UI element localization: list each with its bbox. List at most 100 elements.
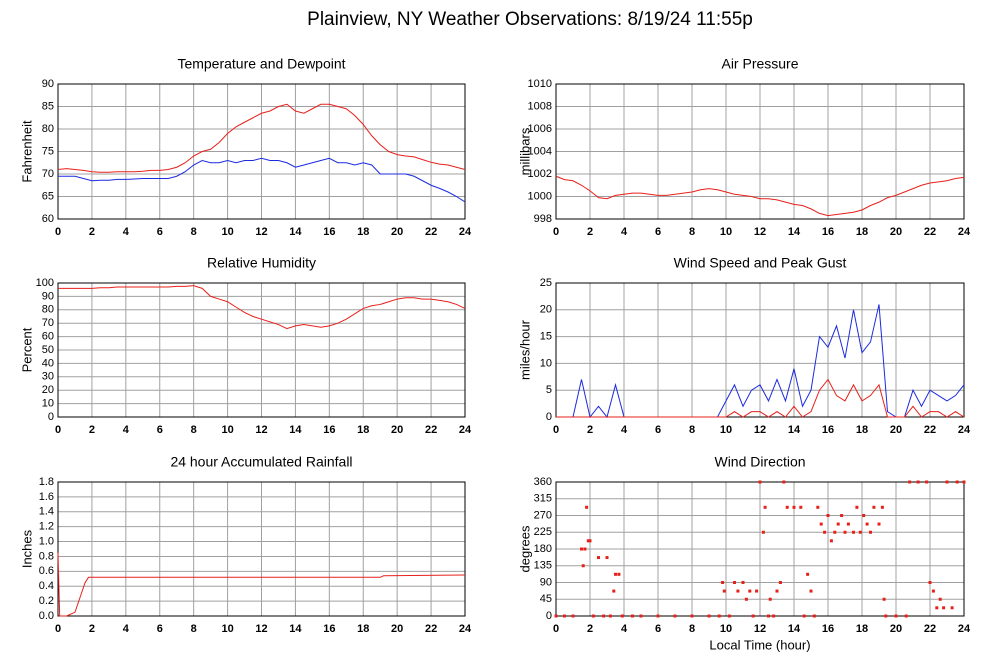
x-tick-label: 20 bbox=[391, 424, 403, 436]
plot-frame bbox=[57, 481, 466, 617]
x-tick-label: 18 bbox=[357, 424, 369, 436]
data-point bbox=[772, 614, 776, 618]
data-point bbox=[721, 581, 725, 584]
x-tick-label: 14 bbox=[289, 424, 302, 436]
data-point bbox=[602, 614, 606, 618]
data-point bbox=[563, 614, 566, 618]
plot-frame bbox=[57, 282, 466, 418]
data-line bbox=[556, 378, 965, 418]
y-tick-label: 315 bbox=[534, 493, 552, 505]
y-tick-label: 25 bbox=[540, 277, 552, 289]
data-point bbox=[597, 556, 600, 560]
y-tick-label: 30 bbox=[42, 371, 54, 383]
y-tick-label: 15 bbox=[540, 331, 552, 343]
data-point bbox=[775, 589, 779, 593]
x-tick-label: 20 bbox=[890, 623, 902, 635]
x-tick-label: 6 bbox=[655, 623, 661, 635]
x-tick-label: 16 bbox=[822, 226, 834, 238]
y-tick-label: 40 bbox=[42, 357, 54, 369]
x-tick-label: 24 bbox=[958, 623, 971, 635]
data-point bbox=[608, 614, 612, 618]
data-point bbox=[571, 614, 575, 618]
y-tick-label: 5 bbox=[546, 384, 552, 396]
data-point bbox=[785, 505, 789, 509]
x-tick-label: 22 bbox=[924, 226, 936, 238]
data-point bbox=[836, 522, 840, 526]
y-tick-label: 65 bbox=[42, 190, 54, 202]
y-tick-label: 1.2 bbox=[39, 521, 54, 533]
x-tick-label: 0 bbox=[55, 226, 61, 238]
x-tick-label: 0 bbox=[553, 226, 559, 238]
data-point bbox=[826, 514, 830, 517]
data-point bbox=[782, 480, 786, 484]
data-point bbox=[869, 530, 872, 534]
x-tick-label: 10 bbox=[720, 623, 732, 635]
x-tick-label: 24 bbox=[459, 226, 472, 238]
y-tick-label: 0.2 bbox=[39, 595, 54, 607]
x-tick-label: 6 bbox=[157, 424, 163, 436]
x-tick-label: 12 bbox=[754, 623, 766, 635]
data-point bbox=[612, 589, 616, 593]
data-point bbox=[617, 572, 621, 576]
x-tick-label: 10 bbox=[720, 226, 732, 238]
x-tick-label: 24 bbox=[958, 424, 971, 436]
data-point bbox=[877, 522, 881, 526]
x-tick-label: 18 bbox=[856, 623, 868, 635]
data-point bbox=[862, 514, 866, 517]
x-tick-label: 0 bbox=[55, 623, 61, 635]
y-tick-label: 1008 bbox=[528, 100, 552, 112]
x-tick-label: 16 bbox=[323, 424, 335, 436]
x-tick-label: 14 bbox=[788, 226, 801, 238]
data-point bbox=[806, 572, 810, 576]
x-tick-label: 8 bbox=[689, 226, 695, 238]
panel-title: Temperature and Dewpoint bbox=[177, 56, 345, 72]
data-point bbox=[916, 480, 920, 484]
data-point bbox=[840, 514, 844, 517]
data-point bbox=[755, 589, 759, 593]
x-tick-label: 16 bbox=[323, 226, 335, 238]
panel-title: Wind Speed and Peak Gust bbox=[674, 255, 847, 271]
y-tick-label: 0.4 bbox=[39, 580, 54, 592]
data-point bbox=[583, 547, 587, 551]
y-tick-label: 80 bbox=[42, 123, 54, 135]
y-tick-label: 20 bbox=[540, 304, 552, 316]
y-tick-label: 998 bbox=[534, 213, 552, 225]
y-axis-label: degrees bbox=[517, 525, 532, 572]
data-point bbox=[950, 606, 954, 610]
x-tick-label: 18 bbox=[856, 424, 868, 436]
y-tick-label: 1.8 bbox=[39, 476, 54, 488]
data-point bbox=[908, 480, 912, 484]
y-tick-label: 90 bbox=[42, 290, 54, 302]
data-point bbox=[690, 614, 694, 618]
plot-frame bbox=[57, 83, 466, 220]
data-point bbox=[882, 597, 886, 601]
data-point bbox=[816, 505, 820, 509]
x-tick-label: 2 bbox=[587, 226, 593, 238]
x-tick-label: 4 bbox=[123, 226, 130, 238]
data-point bbox=[586, 539, 590, 543]
data-point bbox=[962, 480, 966, 484]
y-tick-label: 90 bbox=[42, 78, 54, 90]
data-point bbox=[761, 530, 765, 534]
x-tick-label: 12 bbox=[255, 424, 267, 436]
x-tick-label: 12 bbox=[255, 226, 267, 238]
y-tick-label: 1.0 bbox=[39, 535, 54, 547]
data-point bbox=[935, 606, 939, 610]
x-tick-label: 0 bbox=[553, 424, 559, 436]
data-point bbox=[925, 480, 929, 484]
data-point bbox=[843, 530, 847, 534]
x-tick-label: 22 bbox=[425, 623, 437, 635]
data-point bbox=[894, 614, 898, 618]
x-tick-label: 2 bbox=[89, 226, 95, 238]
x-tick-label: 10 bbox=[221, 226, 233, 238]
data-point bbox=[802, 614, 806, 618]
x-tick-label: 14 bbox=[289, 623, 302, 635]
data-point bbox=[809, 589, 813, 593]
y-tick-label: 1.6 bbox=[39, 491, 54, 503]
x-tick-label: 2 bbox=[587, 424, 593, 436]
x-tick-label: 22 bbox=[924, 424, 936, 436]
x-tick-label: 0 bbox=[553, 623, 559, 635]
y-tick-label: 70 bbox=[42, 168, 54, 180]
panel-title: Relative Humidity bbox=[207, 255, 316, 271]
data-point bbox=[819, 522, 823, 526]
